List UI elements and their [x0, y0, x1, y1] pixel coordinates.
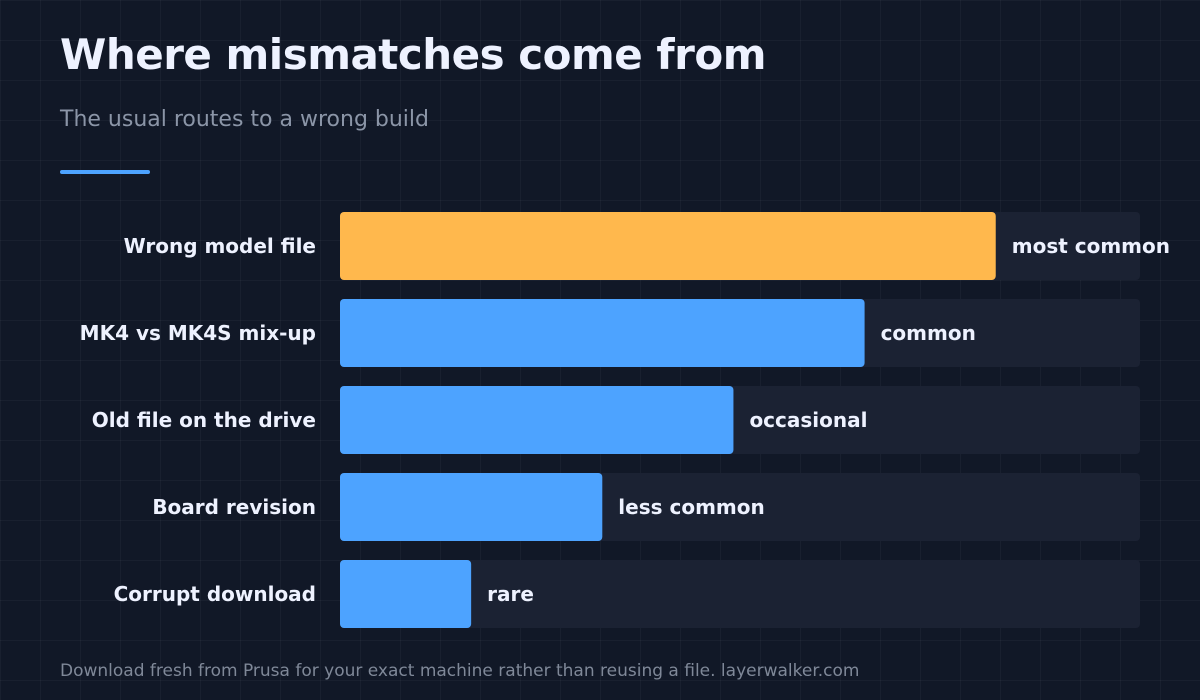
bar — [340, 299, 865, 367]
category-label: Old file on the drive — [92, 408, 316, 432]
bar — [340, 212, 996, 280]
accent-divider — [60, 170, 150, 174]
bar — [340, 386, 734, 454]
category-label: Wrong model file — [124, 234, 316, 258]
chart-title: Where mismatches come from — [60, 30, 767, 79]
data-label: common — [881, 321, 976, 345]
category-label: Corrupt download — [114, 582, 316, 606]
data-label: rare — [487, 582, 534, 606]
category-label: Board revision — [152, 495, 316, 519]
bar-track — [340, 560, 1140, 628]
data-label: less common — [618, 495, 764, 519]
data-label: occasional — [749, 408, 867, 432]
chart-subtitle: The usual routes to a wrong build — [60, 107, 429, 132]
data-label: most common — [1012, 234, 1170, 258]
category-label: MK4 vs MK4S mix-up — [80, 321, 316, 345]
bar — [340, 560, 472, 628]
footer-note: Download fresh from Prusa for your exact… — [60, 661, 860, 681]
bar — [340, 473, 603, 541]
